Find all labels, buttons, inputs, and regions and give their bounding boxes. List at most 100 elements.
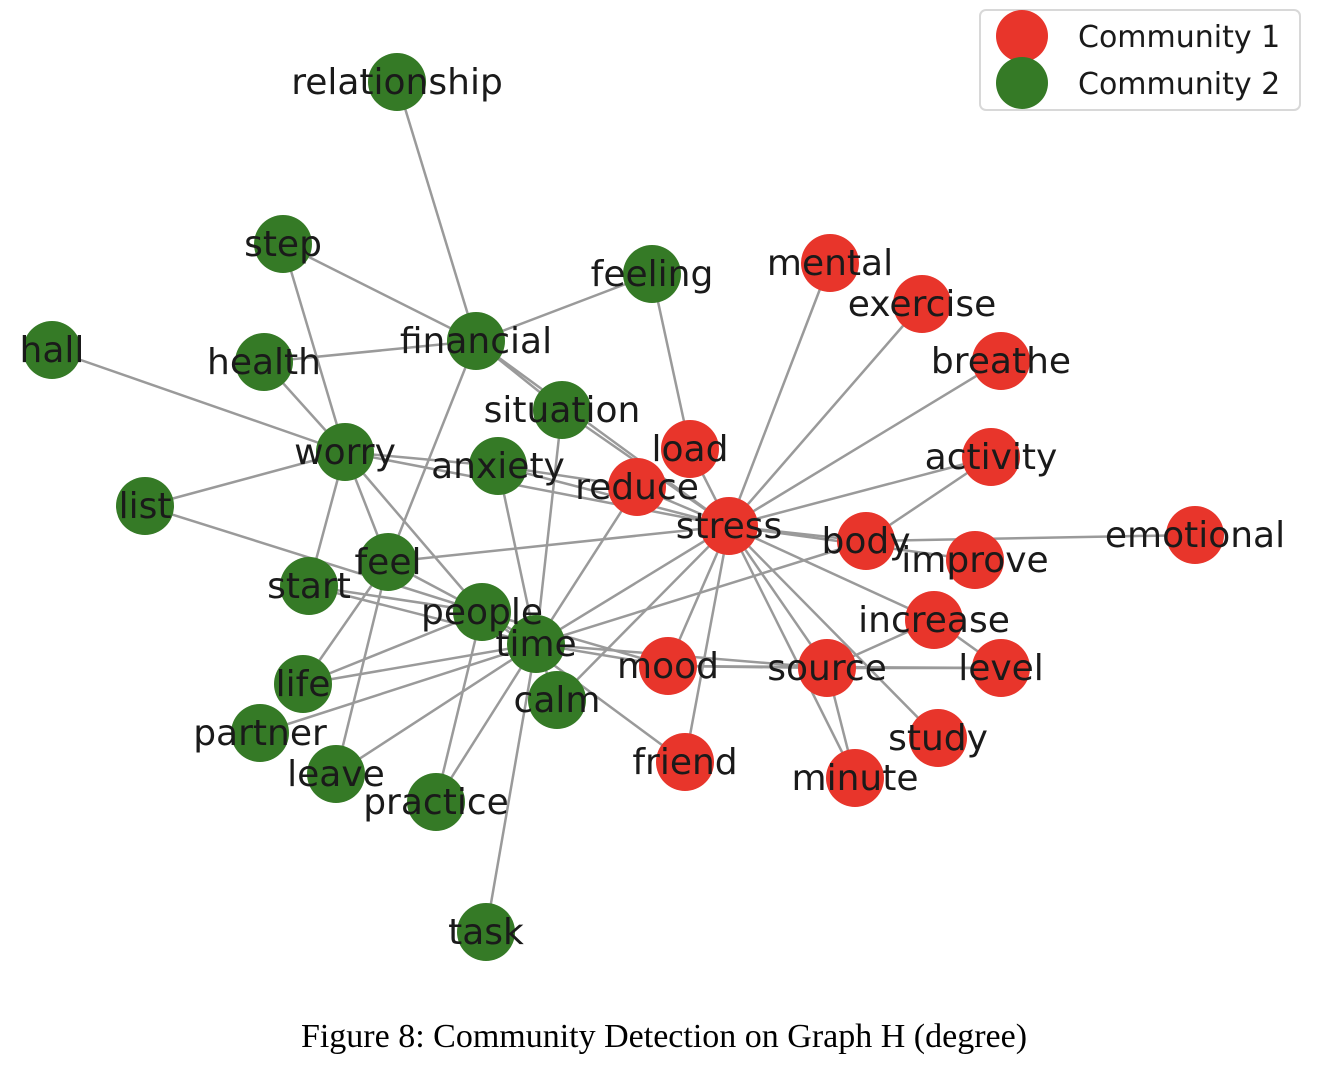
node-label-source: source	[767, 648, 887, 689]
legend-marker-community-2	[996, 57, 1048, 109]
edge-time-reduce	[534, 486, 639, 645]
node-task	[457, 903, 515, 961]
node-label-list: list	[119, 486, 172, 527]
node-label-breathe: breathe	[931, 341, 1071, 382]
edge-stress-minute	[727, 525, 857, 779]
node-label-reduce: reduce	[575, 467, 699, 508]
edge-health-financial	[263, 339, 477, 364]
node-body	[837, 512, 895, 570]
node-increase	[905, 591, 963, 649]
node-study	[909, 709, 967, 767]
node-time	[507, 615, 565, 673]
edge-stress-activity	[728, 455, 992, 528]
edge-situation-time	[534, 409, 564, 645]
edge-stress-study	[728, 525, 939, 739]
node-life	[274, 655, 332, 713]
edge-hall-worry	[51, 348, 346, 454]
edge-stress-breathe	[728, 359, 1002, 528]
node-label-leave: leave	[287, 754, 385, 795]
node-label-load: load	[652, 429, 729, 470]
edge-relationship-financial	[395, 81, 478, 342]
edge-people-mood	[481, 610, 669, 668]
node-activity	[962, 428, 1020, 486]
node-label-step: step	[244, 224, 322, 265]
node-label-anxiety: anxiety	[431, 446, 565, 487]
node-layer: relationship step feeling hall health financi…	[20, 53, 1285, 961]
edge-feeling-load	[650, 273, 692, 450]
node-partner	[231, 704, 289, 762]
node-anxiety	[469, 437, 527, 495]
node-start	[280, 557, 338, 615]
node-step	[254, 215, 312, 273]
node-label-mood: mood	[617, 646, 719, 687]
node-label-financial: financial	[400, 321, 552, 362]
edge-financial-feel	[386, 340, 478, 563]
node-label-situation: situation	[484, 390, 641, 431]
node-label-level: level	[958, 648, 1044, 689]
node-reduce	[608, 458, 666, 516]
edge-start-people	[308, 584, 483, 614]
edge-worry-list	[144, 450, 346, 508]
node-label-minute: minute	[792, 758, 919, 799]
node-label-life: life	[276, 664, 331, 705]
node-label-relationship: relationship	[291, 62, 503, 103]
node-label-task: task	[448, 912, 524, 953]
node-calm	[528, 671, 586, 729]
edge-financial-stress	[475, 339, 730, 528]
node-level	[972, 639, 1030, 697]
node-label-health: health	[207, 342, 321, 383]
node-label-partner: partner	[193, 713, 327, 754]
node-feeling	[623, 245, 681, 303]
node-label-study: study	[888, 718, 988, 759]
edge-stress-increase	[728, 524, 935, 622]
legend-box	[979, 9, 1301, 111]
edge-feeling-financial	[475, 272, 653, 343]
edge-stress-mental	[727, 262, 832, 527]
node-label-start: start	[267, 566, 351, 607]
edge-time-partner	[259, 642, 537, 735]
node-people	[453, 583, 511, 641]
node-label-feel: feel	[355, 542, 422, 583]
edge-worry-people	[344, 451, 483, 613]
node-list	[116, 477, 174, 535]
node-label-time: time	[495, 624, 576, 665]
edge-time-practice	[434, 643, 538, 803]
node-label-feeling: feeling	[591, 254, 714, 295]
legend-label-community-1: Community 1	[1078, 20, 1280, 55]
node-leave	[307, 745, 365, 803]
node-label-worry: worry	[294, 432, 396, 473]
node-label-practice: practice	[363, 782, 509, 823]
edge-time-life	[302, 642, 537, 686]
edge-anxiety-time	[496, 465, 538, 645]
node-source	[798, 639, 856, 697]
node-label-emotional: emotional	[1105, 515, 1285, 556]
node-label-exercise: exercise	[848, 284, 997, 325]
edge-body-emotional	[865, 533, 1196, 543]
node-exercise	[893, 275, 951, 333]
edge-step-worry	[281, 243, 347, 453]
node-minute	[826, 749, 884, 807]
node-label-activity: activity	[925, 437, 1058, 478]
edge-stress-calm	[556, 525, 730, 701]
edge-step-financial	[282, 242, 477, 343]
node-mental	[801, 234, 859, 292]
node-practice	[407, 773, 465, 831]
figure-caption: Figure 8: Community Detection on Graph H…	[300, 1018, 1028, 1055]
node-financial	[447, 312, 505, 370]
edge-worry-stress	[344, 450, 730, 528]
edge-feel-stress	[387, 524, 730, 564]
legend-marker-community-1	[996, 10, 1048, 62]
node-label-calm: calm	[514, 680, 601, 721]
node-label-increase: increase	[858, 600, 1010, 641]
node-feel	[359, 533, 417, 591]
node-label-improve: improve	[901, 540, 1048, 581]
node-stress	[700, 497, 758, 555]
node-situation	[533, 381, 591, 439]
edge-people-practice	[434, 611, 484, 803]
legend: Community 1 Community 2	[979, 9, 1301, 111]
node-relationship	[368, 53, 426, 111]
node-label-body: body	[821, 521, 910, 562]
node-health	[235, 333, 293, 391]
node-label-people: people	[421, 592, 543, 633]
node-hall	[23, 321, 81, 379]
